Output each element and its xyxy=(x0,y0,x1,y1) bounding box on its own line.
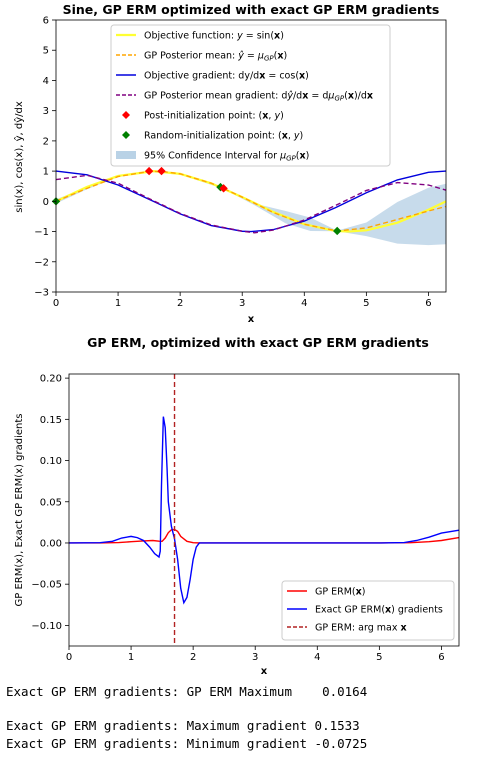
y-tick-label: −3 xyxy=(34,288,49,299)
y-tick-label: 4 xyxy=(43,76,49,87)
y-tick-label: 1 xyxy=(43,167,49,178)
series-line xyxy=(55,170,447,232)
x-tick-label: 3 xyxy=(252,652,258,663)
y-tick-label: 0.00 xyxy=(40,538,62,549)
x-tick-label: 0 xyxy=(66,652,72,663)
sine-chart: Sine, GP ERM optimized with exact GP ERM… xyxy=(13,2,447,325)
x-tick-label: 0 xyxy=(53,298,59,309)
console-output-line: Exact GP ERM gradients: Minimum gradient… xyxy=(6,736,368,751)
y-axis-label: GP ERM(x), Exact GP ERM(x) gradients xyxy=(14,414,25,607)
x-axis-label: x xyxy=(261,666,268,677)
series-line xyxy=(68,416,460,605)
legend-swatch xyxy=(122,111,130,119)
y-tick-label: 2 xyxy=(43,136,49,147)
post-init-point xyxy=(219,184,228,193)
y-tick-label: 0 xyxy=(43,197,49,208)
x-tick-label: 4 xyxy=(301,298,307,309)
legend-label: Objective gradient: dy/dx = cos(x) xyxy=(144,71,309,82)
x-tick-label: 3 xyxy=(239,298,245,309)
y-tick-label: 0.05 xyxy=(40,497,62,508)
y-tick-label: −0.10 xyxy=(31,621,62,632)
x-tick-label: 6 xyxy=(438,652,444,663)
x-tick-label: 5 xyxy=(363,298,369,309)
random-init-point xyxy=(332,226,342,236)
plot-frame xyxy=(68,373,460,647)
legend-swatch xyxy=(122,131,130,139)
legend: GP ERM(x) Exact GP ERM(x) gradients GP ERM… xyxy=(281,580,455,641)
chart-title: GP ERM, optimized with exact GP ERM grad… xyxy=(87,335,429,350)
confidence-band xyxy=(56,170,446,246)
legend-label: GP ERM(x) xyxy=(315,587,365,598)
y-tick-label: −2 xyxy=(34,257,49,268)
legend-label: GP Posterior mean: ŷ = μGP(x) xyxy=(144,51,287,63)
x-axis-label: x xyxy=(248,314,255,325)
legend-label: 95% Confidence Interval for μGP(x) xyxy=(144,151,309,163)
y-tick-label: 5 xyxy=(43,46,49,57)
y-tick-label: 0.10 xyxy=(40,456,62,467)
y-tick-label: −1 xyxy=(34,227,49,238)
y-tick-label: −0.05 xyxy=(31,580,62,591)
legend-label: GP Posterior mean gradient: dŷ/dx = dμGP… xyxy=(144,91,373,103)
x-tick-label: 6 xyxy=(425,298,431,309)
legend-label: Random-initialization point: (x, y) xyxy=(144,131,303,142)
x-tick-label: 2 xyxy=(190,652,196,663)
legend-label: Exact GP ERM(x) gradients xyxy=(315,605,443,616)
plot-frame xyxy=(55,19,447,293)
x-tick-label: 5 xyxy=(376,652,382,663)
legend-box xyxy=(281,580,455,641)
y-tick-label: 0.15 xyxy=(40,415,62,426)
series-line xyxy=(55,174,447,234)
y-axis-label: sin(x), cos(x), ŷ, dŷ/dx xyxy=(13,101,25,213)
legend-label: Post-initialization point: (x, y) xyxy=(144,111,284,122)
series-line xyxy=(55,170,447,233)
x-tick-label: 1 xyxy=(128,652,134,663)
series-line xyxy=(55,170,447,233)
y-tick-label: 3 xyxy=(43,106,49,117)
x-tick-label: 2 xyxy=(177,298,183,309)
console-output-line: Exact GP ERM gradients: Maximum gradient… xyxy=(6,718,360,733)
legend-label: Objective function: y = sin(x) xyxy=(144,31,284,42)
legend: Objective function: y = sin(x) GP Posteri… xyxy=(110,24,391,167)
legend-swatch xyxy=(116,151,136,159)
x-tick-label: 1 xyxy=(115,298,121,309)
y-tick-label: 6 xyxy=(43,16,49,27)
series-line xyxy=(69,528,460,544)
chart-title: Sine, GP ERM optimized with exact GP ERM… xyxy=(63,2,440,17)
console-output-line: Exact GP ERM gradients: GP ERM Maximum 0… xyxy=(6,684,368,699)
y-tick-label: 0.20 xyxy=(40,374,62,385)
post-init-point xyxy=(144,166,154,176)
legend-box xyxy=(110,24,391,167)
legend-label: GP ERM: arg max x xyxy=(315,623,407,634)
x-tick-label: 4 xyxy=(314,652,320,663)
post-init-point xyxy=(157,166,166,176)
gp-erm-chart: GP ERM, optimized with exact GP ERM grad… xyxy=(14,335,460,677)
